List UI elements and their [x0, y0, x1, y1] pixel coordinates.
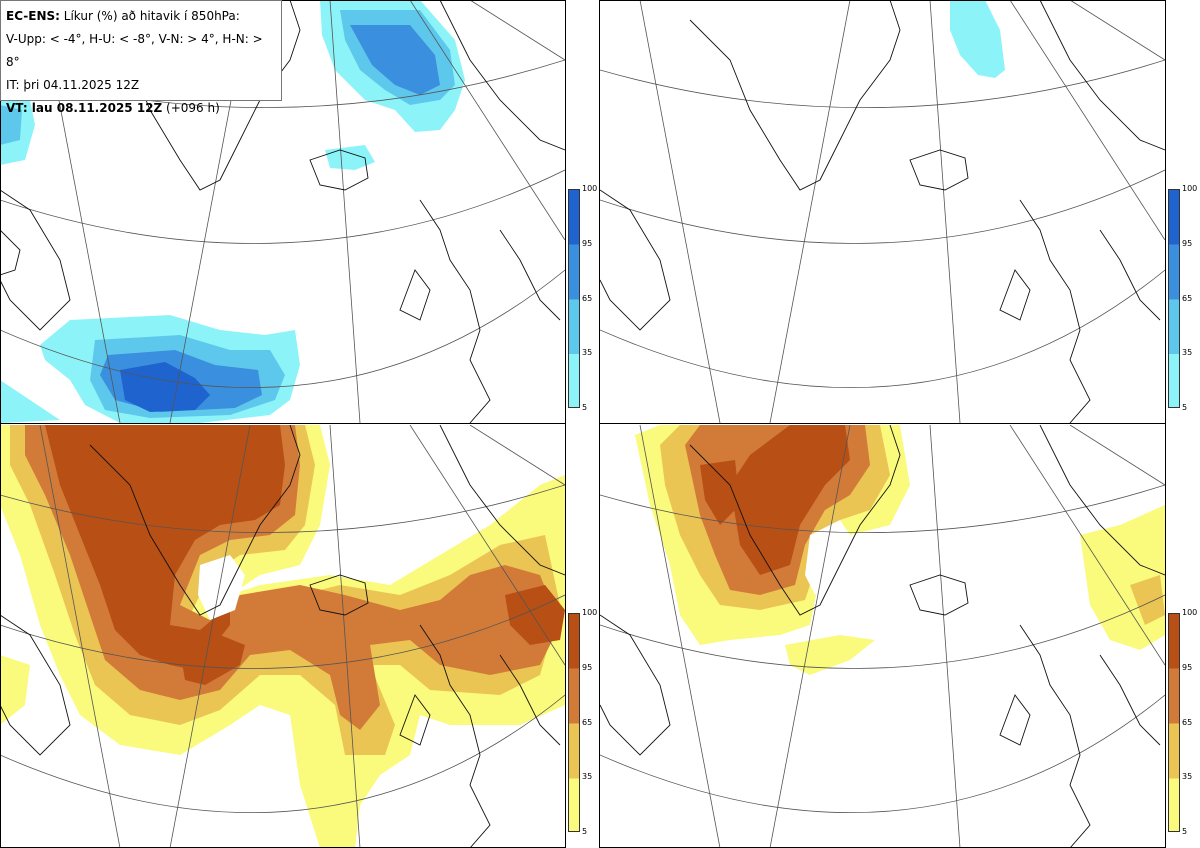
colorbar-tick-label: 65 — [1182, 293, 1193, 303]
probability-field-iceland-sea — [950, 0, 1005, 78]
probability-field-warm-band — [635, 425, 1165, 675]
colorbar-tick-label: 95 — [582, 238, 593, 248]
coastlines — [0, 425, 565, 848]
colorbar-tick-label: 5 — [582, 827, 588, 836]
map-panel-bottom-left — [0, 425, 565, 848]
colorbar-tick-label: 100 — [582, 608, 598, 617]
graticule — [600, 425, 1165, 848]
probability-field-warm-band — [0, 425, 565, 848]
map-cold-minus8 — [600, 0, 1165, 423]
colorbar-tick-label: 100 — [1182, 608, 1198, 617]
coastlines — [0, 0, 565, 423]
colorbar-tick-label: 65 — [582, 293, 593, 303]
coastlines — [600, 0, 1165, 423]
colorbar-tick-label: 35 — [582, 348, 593, 358]
colorbar-tick-label: 95 — [582, 662, 593, 672]
colorbar-tick-label: 95 — [1182, 238, 1193, 248]
colorbar-tick-label: 65 — [582, 717, 593, 727]
probability-field-atlantic — [0, 315, 300, 423]
coastlines — [600, 425, 1165, 848]
legend-initial-time: IT: þri 04.11.2025 12Z — [6, 78, 140, 92]
graticule — [600, 0, 1165, 423]
map-warm-plus4 — [0, 425, 565, 848]
colorbar-tick-label: 5 — [1182, 827, 1188, 836]
colorbar-tick-label: 5 — [582, 403, 588, 412]
probability-field-iceland-sea — [0, 0, 465, 170]
colorbar-tick-label: 5 — [1182, 403, 1188, 412]
legend-valid-time: VT: lau 08.11.2025 12Z (+096 h) — [6, 101, 220, 115]
map-panel-top-right — [600, 0, 1165, 423]
graticule — [0, 425, 565, 848]
legend-categories: V-Upp: < -4°, H-U: < -8°, V-N: > 4°, H-N… — [6, 32, 263, 69]
colorbar-tick-label: 35 — [1182, 348, 1193, 358]
legend-title: EC-ENS: Líkur (%) að hitavik í 850hPa: — [6, 9, 240, 23]
colorbar-tick-label: 100 — [1182, 184, 1198, 193]
map-legend: EC-ENS: Líkur (%) að hitavik í 850hPa: V… — [0, 0, 282, 115]
colorbar-tick-label: 35 — [582, 772, 593, 782]
colorbar-tick-label: 100 — [582, 184, 598, 193]
colorbar-tick-label: 65 — [1182, 717, 1193, 727]
map-panel-bottom-right — [600, 425, 1165, 848]
map-warm-plus8 — [600, 425, 1165, 848]
colorbar-tick-label: 95 — [1182, 662, 1193, 672]
colorbar-tick-label: 35 — [1182, 772, 1193, 782]
